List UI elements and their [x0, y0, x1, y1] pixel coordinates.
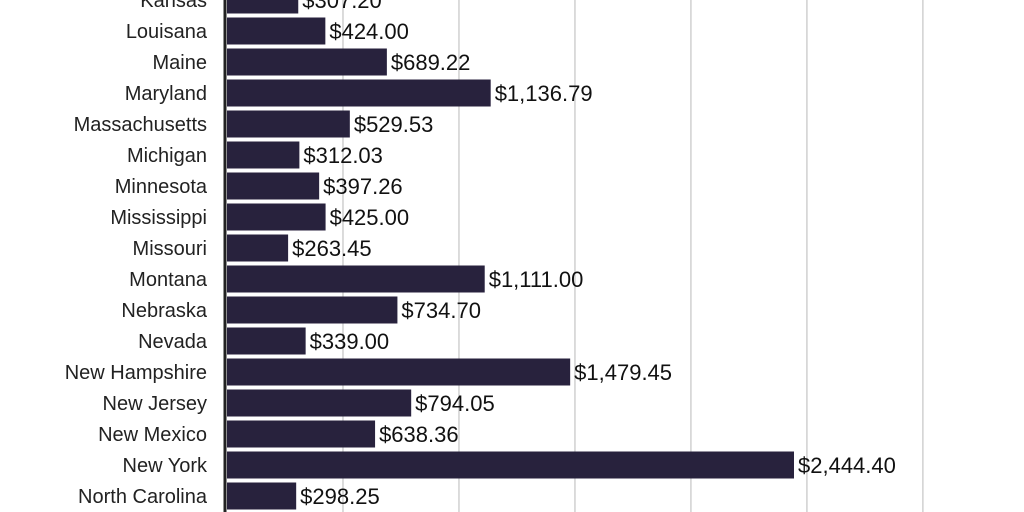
- bar: [227, 451, 794, 479]
- bar: [227, 0, 299, 14]
- bar: [227, 110, 350, 138]
- category-label: Minnesota: [115, 176, 208, 198]
- category-label: Nebraska: [121, 300, 207, 322]
- value-label: $424.00: [329, 19, 409, 44]
- bar: [227, 172, 320, 200]
- bar: [227, 420, 376, 448]
- bar: [227, 358, 571, 386]
- category-label: New Mexico: [98, 424, 207, 446]
- value-label: $339.00: [310, 329, 390, 354]
- category-label: Kansas: [140, 0, 207, 12]
- value-label: $794.05: [415, 391, 495, 416]
- value-label: $1,136.79: [495, 81, 593, 106]
- bar: [227, 141, 300, 169]
- bar: [227, 48, 387, 76]
- value-label: $397.26: [323, 174, 403, 199]
- bar: [227, 203, 326, 231]
- category-label: Nevada: [138, 331, 208, 353]
- bar: [227, 296, 398, 324]
- bar: [227, 234, 289, 262]
- value-label: $298.25: [300, 484, 380, 509]
- category-label: New Hampshire: [65, 362, 207, 384]
- bar: [227, 265, 485, 293]
- category-label: Maine: [153, 52, 207, 74]
- bar: [227, 389, 412, 417]
- category-label: Massachusetts: [74, 114, 207, 136]
- value-label: $1,111.00: [489, 267, 584, 292]
- value-label: $263.45: [292, 236, 372, 261]
- value-label: $734.70: [401, 298, 481, 323]
- value-label: $689.22: [391, 50, 471, 75]
- bar: [227, 79, 491, 107]
- category-label: North Carolina: [78, 486, 208, 508]
- value-label: $307.20: [302, 0, 382, 13]
- value-label: $2,444.40: [798, 453, 896, 478]
- value-label: $529.53: [354, 112, 434, 137]
- value-label: $1,479.45: [574, 360, 672, 385]
- category-label: Mississippi: [110, 207, 207, 229]
- category-label: Missouri: [133, 238, 207, 260]
- bar: [227, 17, 326, 45]
- category-label: New Jersey: [103, 393, 207, 415]
- bar: [227, 482, 297, 510]
- category-label: New York: [123, 455, 208, 477]
- category-label: Maryland: [125, 83, 207, 105]
- category-label: Montana: [129, 269, 208, 291]
- category-label: Louisana: [126, 21, 208, 43]
- value-label: $312.03: [303, 143, 383, 168]
- bar: [227, 327, 306, 355]
- category-label: Michigan: [127, 145, 207, 167]
- value-label: $425.00: [330, 205, 410, 230]
- value-label: $638.36: [379, 422, 459, 447]
